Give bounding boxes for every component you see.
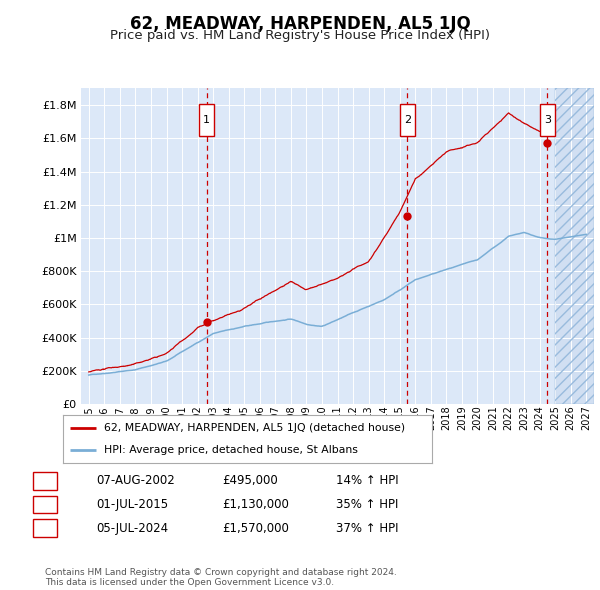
Text: 05-JUL-2024: 05-JUL-2024: [96, 522, 168, 535]
Text: £1,570,000: £1,570,000: [222, 522, 289, 535]
Text: Contains HM Land Registry data © Crown copyright and database right 2024.
This d: Contains HM Land Registry data © Crown c…: [45, 568, 397, 587]
Text: 1: 1: [41, 474, 49, 487]
Text: £495,000: £495,000: [222, 474, 278, 487]
Text: Price paid vs. HM Land Registry's House Price Index (HPI): Price paid vs. HM Land Registry's House …: [110, 30, 490, 42]
Text: 2: 2: [404, 115, 411, 125]
FancyBboxPatch shape: [539, 104, 555, 136]
Text: 62, MEADWAY, HARPENDEN, AL5 1JQ (detached house): 62, MEADWAY, HARPENDEN, AL5 1JQ (detache…: [104, 423, 405, 433]
Text: 14% ↑ HPI: 14% ↑ HPI: [336, 474, 398, 487]
Text: 37% ↑ HPI: 37% ↑ HPI: [336, 522, 398, 535]
Text: 1: 1: [203, 115, 210, 125]
FancyBboxPatch shape: [199, 104, 214, 136]
Bar: [555, 88, 594, 404]
Text: £1,130,000: £1,130,000: [222, 498, 289, 511]
Text: 01-JUL-2015: 01-JUL-2015: [96, 498, 168, 511]
Bar: [555, 88, 594, 404]
FancyBboxPatch shape: [400, 104, 415, 136]
Text: 3: 3: [544, 115, 551, 125]
Text: 07-AUG-2002: 07-AUG-2002: [96, 474, 175, 487]
Text: 3: 3: [41, 522, 49, 535]
Text: 35% ↑ HPI: 35% ↑ HPI: [336, 498, 398, 511]
Text: 62, MEADWAY, HARPENDEN, AL5 1JQ: 62, MEADWAY, HARPENDEN, AL5 1JQ: [130, 15, 470, 33]
Text: HPI: Average price, detached house, St Albans: HPI: Average price, detached house, St A…: [104, 445, 358, 455]
Text: 2: 2: [41, 498, 49, 511]
